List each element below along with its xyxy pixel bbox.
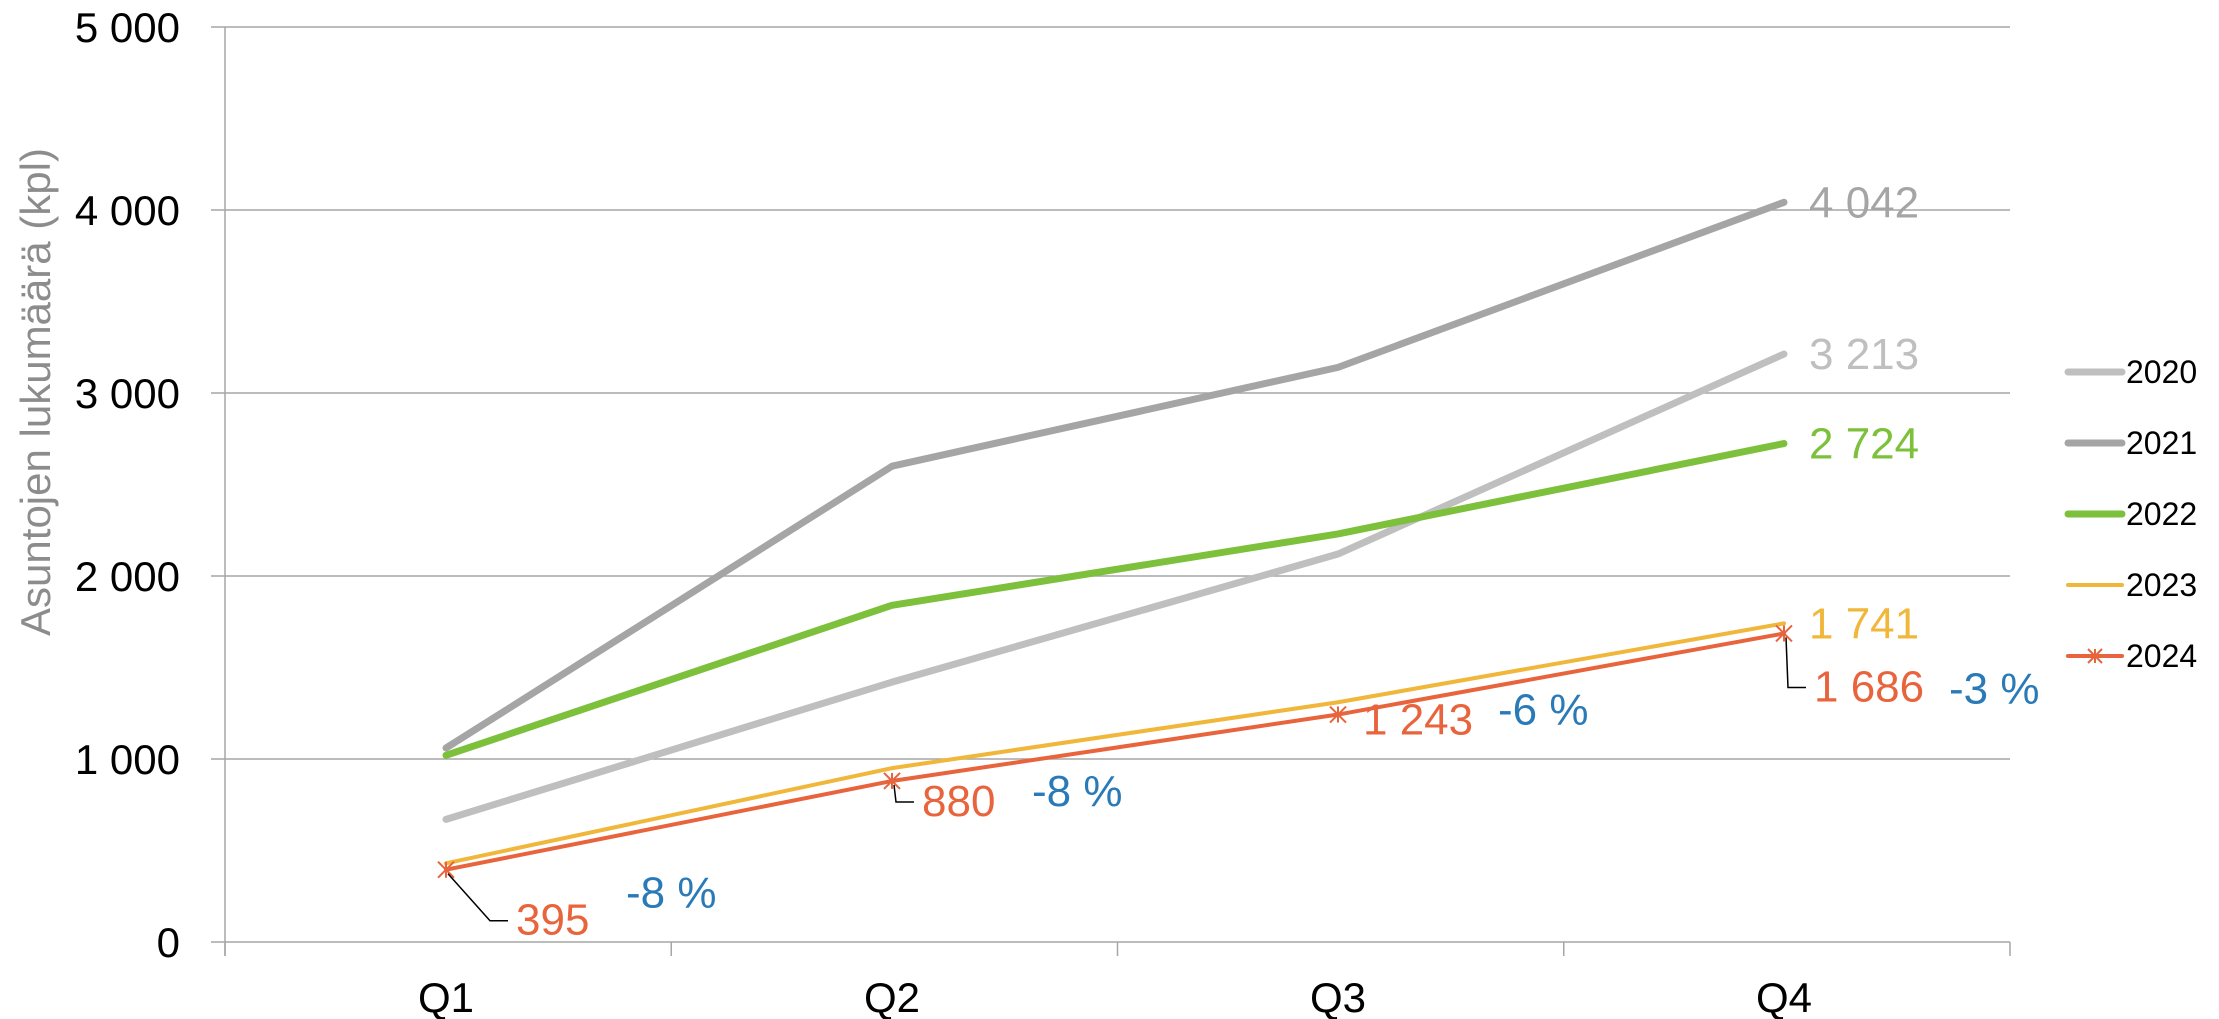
legend-label-2021: 2021 <box>2126 425 2197 461</box>
y-tick-label: 2 000 <box>75 553 180 600</box>
leader-line <box>1785 637 1806 689</box>
series-marker-2024 <box>1775 624 1793 643</box>
x-tick-label: Q1 <box>418 974 474 1019</box>
y-tick-label: 4 000 <box>75 187 180 234</box>
x-tick-label: Q4 <box>1756 974 1812 1019</box>
y-tick-label: 3 000 <box>75 370 180 417</box>
end-label-2020: 3 213 <box>1809 330 1919 379</box>
change-annotation: -6 % <box>1498 686 1588 735</box>
data-label-2024: 1 686 <box>1814 662 1924 711</box>
y-tick-label: 0 <box>157 919 180 966</box>
series-line-2024 <box>444 631 1786 872</box>
series-marker-2024 <box>437 861 455 879</box>
end-label-2021: 4 042 <box>1809 178 1919 227</box>
series-marker-2024 <box>883 772 901 790</box>
series-line-2022 <box>442 440 1788 759</box>
legend-label-2022: 2022 <box>2126 496 2197 532</box>
legend: 2020 2021 2022 2023 2024 <box>2064 354 2197 674</box>
data-label-2024: 1 243 <box>1363 696 1473 745</box>
series-marker-2024 <box>1329 705 1347 724</box>
leader-line <box>893 784 914 803</box>
series-line-2021 <box>442 198 1788 752</box>
end-label-2023: 1 741 <box>1809 599 1919 648</box>
y-tick-label: 1 000 <box>75 736 180 783</box>
series-line-2020 <box>442 350 1788 823</box>
series-lines <box>437 198 1793 879</box>
legend-label-2020: 2020 <box>2126 354 2197 390</box>
x-tick-label: Q2 <box>864 974 920 1019</box>
y-axis-label: Asuntojen lukumäärä (kpl) <box>12 148 59 636</box>
gridlines <box>225 26 2010 760</box>
change-annotation: -3 % <box>1949 664 2039 713</box>
data-labels: 3 213 4 042 2 724 1 741 395 880 1 243 1 686 -8 %… <box>447 178 2039 945</box>
legend-label-2024: 2024 <box>2126 638 2197 674</box>
change-annotation: -8 % <box>1032 767 1122 816</box>
data-label-2024: 395 <box>516 896 589 945</box>
change-annotation: -8 % <box>626 869 716 918</box>
end-label-2022: 2 724 <box>1809 420 1919 469</box>
legend-label-2023: 2023 <box>2126 567 2197 603</box>
data-label-2024: 880 <box>922 777 995 826</box>
series-line-2023 <box>444 621 1786 866</box>
leader-line <box>447 873 508 922</box>
y-tick-label: 5 000 <box>75 4 180 51</box>
x-tick-label: Q3 <box>1310 974 1366 1019</box>
axes: 0 1 000 2 000 3 000 4 000 5 000 Q1 Q2 Q3 Q4 <box>75 4 2011 1019</box>
